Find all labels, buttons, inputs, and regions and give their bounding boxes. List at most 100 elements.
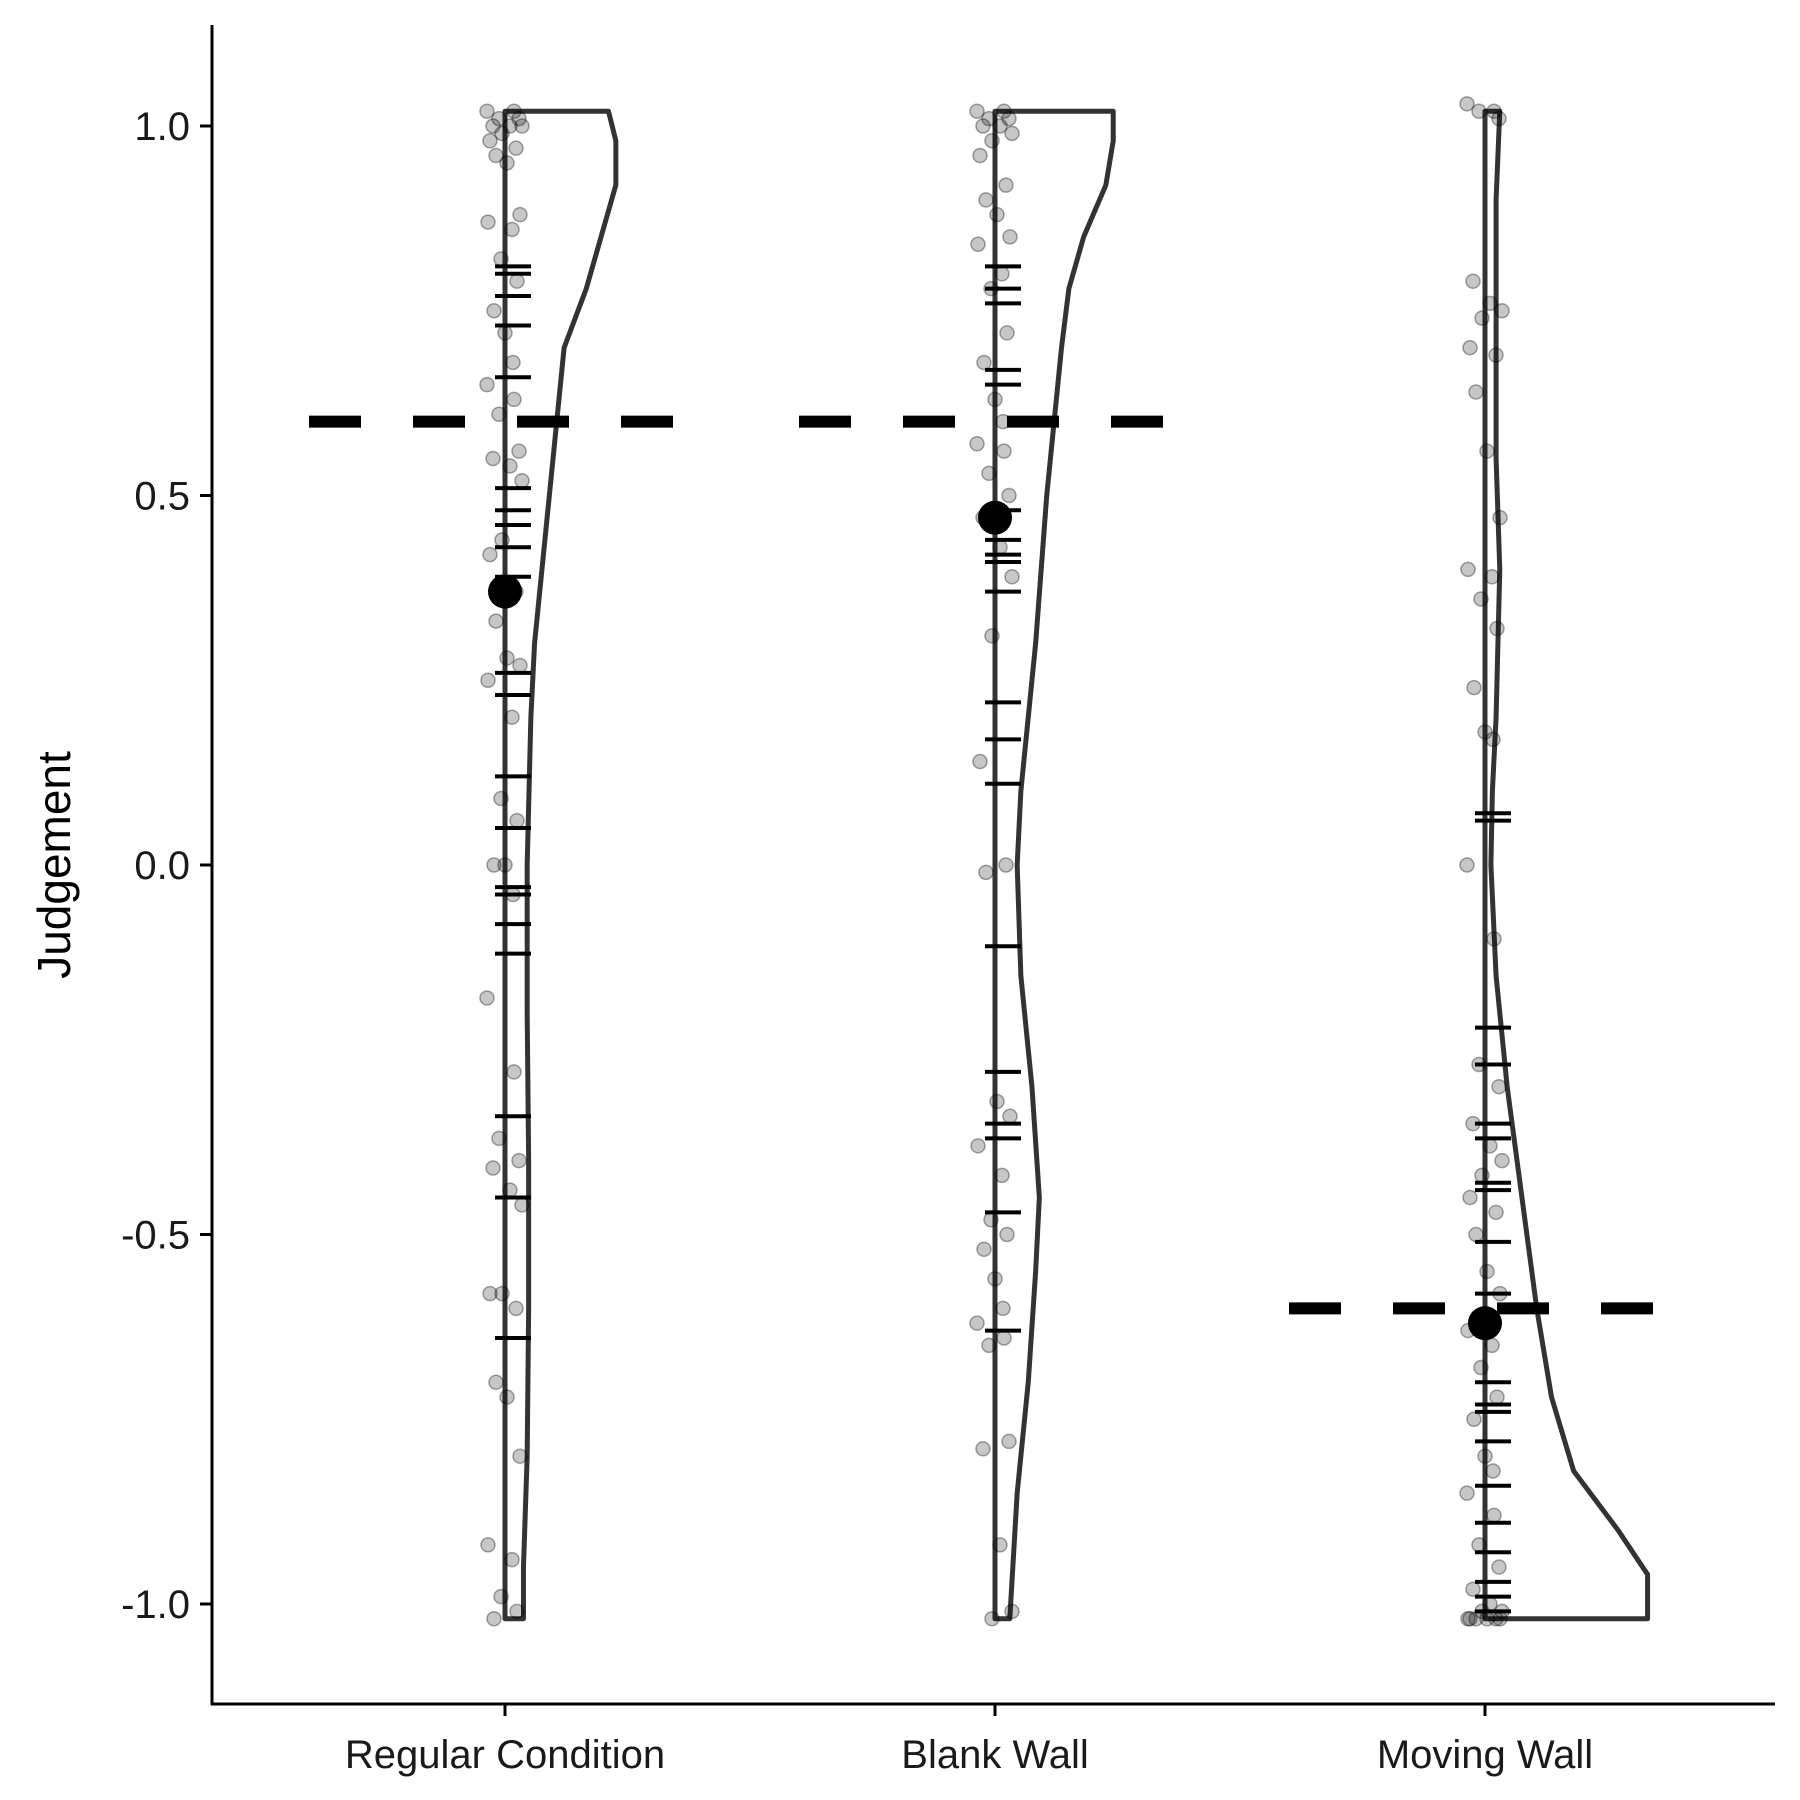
data-point bbox=[491, 110, 507, 127]
data-point bbox=[976, 354, 992, 371]
rug-layer bbox=[495, 264, 1511, 1614]
mean-point-regular-condition bbox=[488, 574, 522, 609]
violin-moving-wall bbox=[1482, 108, 1651, 1622]
data-point bbox=[970, 236, 986, 252]
data-point bbox=[485, 118, 501, 134]
data-point bbox=[1462, 339, 1478, 356]
data-point bbox=[493, 1588, 509, 1605]
data-point bbox=[512, 206, 528, 223]
data-point bbox=[512, 1448, 528, 1464]
data-point bbox=[482, 133, 498, 149]
data-point bbox=[482, 1285, 498, 1302]
data-point bbox=[1486, 1507, 1502, 1524]
mean-point-moving-wall bbox=[1468, 1306, 1502, 1341]
data-point bbox=[485, 450, 501, 467]
data-point bbox=[486, 857, 502, 873]
data-point bbox=[1482, 1138, 1498, 1154]
data-point bbox=[992, 118, 1008, 134]
data-point bbox=[499, 1389, 515, 1405]
data-point bbox=[996, 1330, 1012, 1346]
data-point bbox=[509, 273, 525, 289]
data-point bbox=[1465, 1581, 1481, 1597]
data-point bbox=[493, 251, 509, 267]
y-tick-label: 1.0 bbox=[134, 105, 190, 149]
y-ticks-layer: 1.0 0.5 0.0 -0.5 -1.0 bbox=[121, 105, 212, 1627]
data-point bbox=[505, 354, 521, 371]
data-point bbox=[981, 465, 997, 482]
reference-lines-layer bbox=[309, 415, 1665, 1315]
data-point bbox=[511, 110, 527, 127]
data-point bbox=[972, 753, 988, 770]
data-point bbox=[978, 192, 994, 208]
data-point bbox=[499, 650, 515, 666]
y-axis-title: Judgement bbox=[28, 751, 80, 979]
data-point bbox=[975, 1441, 991, 1457]
data-point bbox=[984, 133, 1000, 149]
data-point bbox=[1491, 110, 1507, 127]
x-tick-label-blank-wall: Blank Wall bbox=[901, 1733, 1088, 1777]
data-point bbox=[506, 1064, 522, 1080]
data-point bbox=[1494, 303, 1510, 319]
data-point bbox=[970, 1138, 986, 1154]
data-point bbox=[1477, 724, 1493, 740]
data-point bbox=[509, 812, 525, 829]
data-point bbox=[504, 1551, 520, 1568]
data-point bbox=[989, 1093, 1005, 1110]
data-point bbox=[1474, 1167, 1490, 1184]
data-point bbox=[987, 391, 1003, 408]
data-point bbox=[1473, 591, 1489, 607]
data-point bbox=[1485, 731, 1501, 748]
x-tick-label-moving-wall: Moving Wall bbox=[1377, 1733, 1593, 1777]
data-point bbox=[1004, 1603, 1020, 1620]
means-layer bbox=[488, 500, 1502, 1341]
data-point bbox=[1460, 561, 1476, 578]
data-point bbox=[1486, 931, 1502, 947]
data-point bbox=[1486, 103, 1502, 119]
y-tick-label: -1.0 bbox=[121, 1583, 190, 1627]
data-point bbox=[998, 177, 1014, 193]
y-tick-label: -0.5 bbox=[121, 1214, 190, 1258]
data-point bbox=[488, 613, 504, 629]
data-point bbox=[1468, 1226, 1484, 1243]
data-point bbox=[1462, 1189, 1478, 1206]
y-tick-label: 0.5 bbox=[134, 475, 190, 519]
data-point bbox=[999, 1226, 1015, 1243]
data-point bbox=[1468, 384, 1484, 400]
data-point bbox=[999, 325, 1015, 341]
data-point bbox=[1488, 1204, 1504, 1221]
data-point bbox=[1002, 229, 1018, 245]
data-point bbox=[1474, 310, 1490, 326]
violin-blank-wall bbox=[992, 108, 1116, 1622]
data-point bbox=[1491, 1078, 1507, 1095]
data-point bbox=[502, 118, 518, 134]
data-point bbox=[994, 266, 1010, 282]
data-point bbox=[1002, 1108, 1018, 1125]
data-point bbox=[497, 325, 513, 341]
data-point bbox=[480, 1537, 496, 1553]
data-point bbox=[1004, 125, 1020, 142]
data-point bbox=[1465, 273, 1481, 289]
data-point bbox=[514, 472, 530, 489]
data-point bbox=[1489, 1389, 1505, 1405]
data-point bbox=[989, 206, 1005, 223]
data-point bbox=[969, 103, 985, 119]
mean-point-blank-wall bbox=[978, 500, 1012, 535]
data-point bbox=[978, 864, 994, 881]
data-point bbox=[992, 1537, 1008, 1553]
data-point bbox=[975, 118, 991, 134]
data-point bbox=[1001, 1433, 1017, 1450]
data-point bbox=[1459, 857, 1475, 873]
data-point bbox=[488, 147, 504, 164]
data-point bbox=[994, 1167, 1010, 1184]
data-point bbox=[491, 1130, 507, 1147]
data-point bbox=[1459, 96, 1475, 112]
x-tick-label-regular-condition: Regular Condition bbox=[345, 1733, 665, 1777]
data-point bbox=[480, 672, 496, 688]
data-point bbox=[1471, 1537, 1487, 1553]
data-point bbox=[509, 1603, 525, 1620]
data-point bbox=[996, 103, 1012, 119]
data-point bbox=[488, 1374, 504, 1391]
data-point bbox=[995, 1300, 1011, 1317]
data-point bbox=[1460, 1611, 1476, 1627]
